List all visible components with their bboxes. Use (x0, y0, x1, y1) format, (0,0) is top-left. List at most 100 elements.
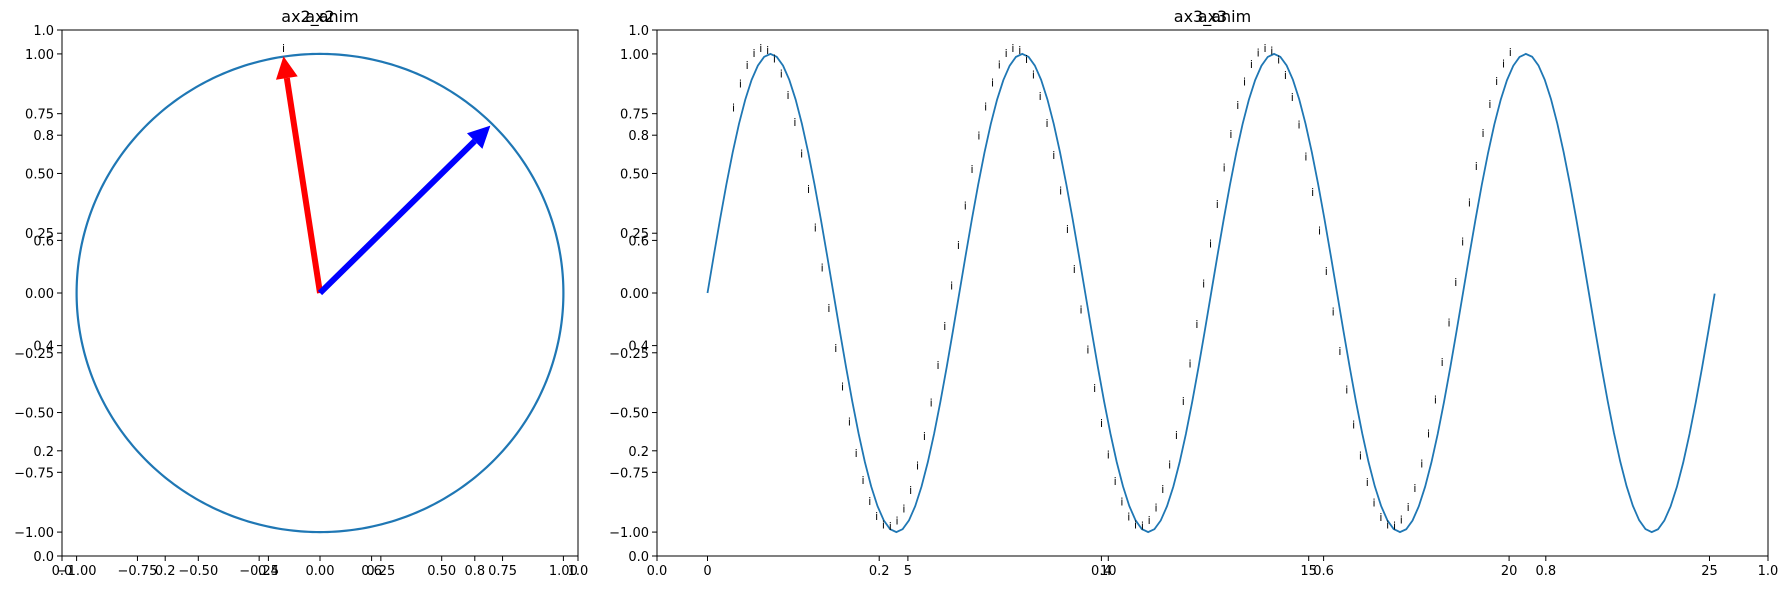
annotation-text: i (1475, 160, 1478, 173)
annotation-text: i (1052, 149, 1055, 162)
outer-y-tick-label: 0.2 (33, 445, 54, 460)
annotation-text: i (1039, 90, 1042, 103)
annotation-text: i (1182, 395, 1185, 408)
annotation-text: i (1338, 345, 1341, 358)
annotation-text: i (1352, 418, 1355, 431)
annotation-text: i (1066, 223, 1069, 236)
annotation-text: i (1277, 54, 1280, 67)
annotation-text: i (814, 221, 817, 234)
outer-x-tick-label: 0.6 (361, 564, 382, 579)
y-tick-label: 0.50 (25, 167, 54, 182)
annotation-text: i (1400, 514, 1403, 527)
x-tick-label: 0 (703, 564, 711, 579)
outer-y-tick-label: 0.4 (33, 340, 54, 355)
annotation-text: i (1141, 520, 1144, 533)
outer-x-tick-label: 0.0 (647, 564, 668, 579)
annotation-text: i (1434, 393, 1437, 406)
chart-title: ax2_anim (281, 7, 358, 27)
outer-x-tick-label: 0.4 (1091, 564, 1112, 579)
outer-y-tick-label: 0.0 (628, 550, 649, 565)
y-tick-label: 0.75 (620, 108, 649, 123)
outer-x-tick-label: 0.2 (869, 564, 890, 579)
panel-right: i i i i i i i i i i i i i i i i i i i i i i i i i i i i i i i i i i i i i i i i… (652, 29, 1769, 561)
annotation-text: i (807, 183, 810, 196)
x-tick-label: 20 (1501, 564, 1518, 579)
x-tick-label: 5 (904, 564, 912, 579)
y-tick-label: −1.00 (14, 526, 54, 541)
annotation-text: i (1195, 318, 1198, 331)
chart-title: ax3_anim (1174, 7, 1251, 27)
sine-line (706, 52, 1716, 534)
annotation-text: i (1509, 46, 1512, 59)
annotation-text: i (964, 200, 967, 213)
annotation-text: i (1447, 317, 1450, 330)
annotation-text: i (1291, 91, 1294, 104)
annotation-text: i (861, 474, 864, 487)
y-tick-label: 0.25 (25, 227, 54, 242)
outer-y-tick-label: 1.0 (33, 24, 54, 39)
annotation-text: i (282, 42, 285, 55)
annotation-text: i (1161, 483, 1164, 496)
annotation-text: i (1257, 47, 1260, 60)
annotation-text: i (1482, 127, 1485, 140)
annotation-text: i (1189, 358, 1192, 371)
annotation-text: i (916, 460, 919, 473)
plot-area (75, 52, 565, 534)
annotation-text: i (780, 68, 783, 81)
x-tick-label: 25 (1701, 564, 1718, 579)
annotation-text: i (1332, 305, 1335, 318)
annotation-text: i (950, 279, 953, 292)
outer-y-tick-label: 0.2 (628, 445, 649, 460)
annotation-text: i (787, 89, 790, 102)
x-tick-label: 1.00 (549, 564, 578, 579)
y-tick-label: −0.25 (14, 347, 54, 362)
annotation-text: i (752, 47, 755, 60)
annotation-text: i (1284, 69, 1287, 82)
annotation-text: i (773, 53, 776, 66)
annotation-text: i (1073, 263, 1076, 276)
red-arrow-head (275, 56, 298, 80)
annotation-text: i (1100, 417, 1103, 430)
annotation-text: i (732, 101, 735, 114)
annotation-text: i (984, 100, 987, 113)
y-tick-label: −0.75 (14, 466, 54, 481)
x-tick-label: 15 (1300, 564, 1317, 579)
y-tick-label: 0.25 (620, 227, 649, 242)
annotation-text: i (1080, 304, 1083, 317)
annotation-text: i (1148, 514, 1151, 527)
x-tick-label: −0.50 (178, 564, 218, 579)
annotation-text: i (1202, 278, 1205, 291)
y-tick-label: −0.50 (609, 407, 649, 422)
annotation-text: i (1223, 161, 1226, 174)
annotation-text: i (1229, 128, 1232, 141)
annotation-text: i (1120, 496, 1123, 509)
annotation-text: i (896, 514, 899, 527)
annotation-text: i (1502, 57, 1505, 70)
annotation-text: i (1386, 519, 1389, 532)
annotation-text: i (1427, 428, 1430, 441)
annotation-text: i (841, 380, 844, 393)
annotation-text: i (1209, 237, 1212, 250)
annotation-text: i (991, 76, 994, 89)
outer-y-tick-label: 0.0 (33, 550, 54, 565)
annotation-text: i (1032, 68, 1035, 81)
y-tick-label: −1.00 (609, 526, 649, 541)
annotation-text: i (1298, 118, 1301, 131)
outer-y-tick-label: 0.6 (628, 234, 649, 249)
annotation-text: i (909, 484, 912, 497)
annotation-text: i (1441, 356, 1444, 369)
outer-x-tick-label: 0.0 (52, 564, 73, 579)
annotation-text: i (1461, 236, 1464, 249)
annotation-text: i (800, 148, 803, 161)
y-tick-label: 1.00 (25, 48, 54, 63)
chart-title: ax2 (305, 7, 334, 26)
annotation-text: i (1175, 429, 1178, 442)
annotation-text: i (875, 510, 878, 523)
y-tick-label: 0.00 (25, 287, 54, 302)
x-tick-label: 0.25 (366, 564, 395, 579)
annotation-text: i (1045, 117, 1048, 130)
panel-left (57, 29, 579, 561)
outer-x-tick-label: 0.8 (1535, 564, 1556, 579)
x-tick-label: −0.25 (239, 564, 279, 579)
